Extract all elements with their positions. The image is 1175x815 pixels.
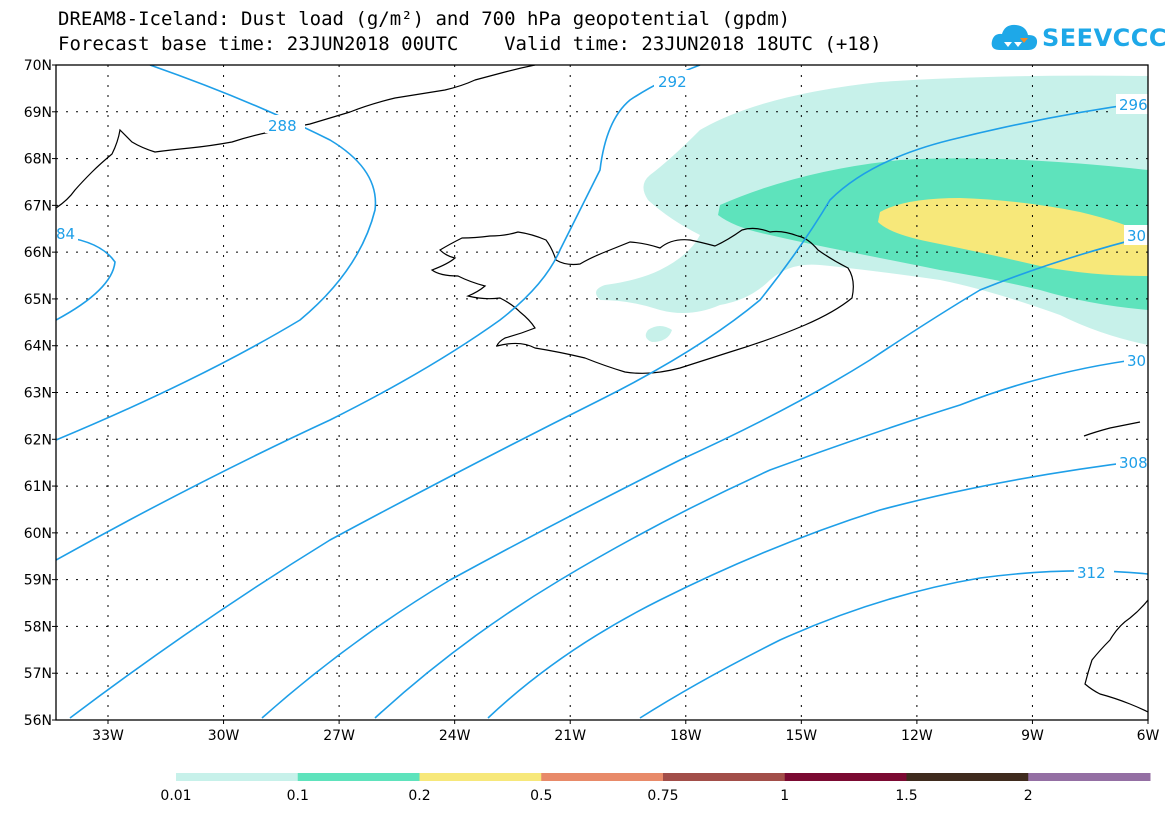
- latitude-label: 59N: [24, 573, 52, 589]
- latitude-label: 64N: [24, 339, 52, 355]
- contour-288: [56, 65, 377, 441]
- contour-label: 292: [658, 73, 687, 91]
- contour-label: 30: [1127, 352, 1146, 370]
- colorbar-segment: [419, 773, 542, 781]
- longitude-label: 24W: [439, 728, 471, 744]
- colorbar-label: 0.01: [160, 788, 191, 804]
- contour-label: 308: [1119, 454, 1148, 472]
- latitude-label: 61N: [24, 479, 52, 495]
- map-title-line2: Forecast base time: 23JUN2018 00UTC Vali…: [58, 33, 882, 55]
- contour-300: [261, 235, 1148, 719]
- contour-308: [487, 459, 1148, 719]
- seevccc-logo: SEEVCCC: [990, 18, 1167, 58]
- longitude-label: 15W: [785, 728, 817, 744]
- contour-304: [374, 357, 1148, 719]
- contour-label: 84: [56, 225, 75, 243]
- map-title-line1: DREAM8-Iceland: Dust load (g/m²) and 700…: [58, 8, 791, 30]
- latitude-label: 62N: [24, 432, 52, 448]
- greenland-coastline: [56, 65, 536, 209]
- longitude-label: 27W: [323, 728, 355, 744]
- longitude-label: 12W: [901, 728, 933, 744]
- norway-coastline: [1083, 421, 1148, 713]
- colorbar-label: 0.75: [647, 788, 678, 804]
- contour-labels: 84 288 292 296 30 30 308 312: [56, 73, 1148, 582]
- latitude-label: 65N: [24, 292, 52, 308]
- colorbar-label: 2: [1024, 788, 1033, 804]
- longitude-label: 33W: [92, 728, 124, 744]
- contour-label: 288: [268, 117, 297, 135]
- colorbar-legend: 0.01 0.1 0.2 0.5 0.75 1 1.5 2: [160, 773, 1151, 804]
- colorbar-label: 1.5: [895, 788, 917, 804]
- colorbar-segment: [784, 773, 907, 781]
- colorbar-segment: [297, 773, 420, 781]
- latitude-label: 58N: [24, 619, 52, 635]
- colorbar-label: 1: [780, 788, 789, 804]
- colorbar-segment: [663, 773, 786, 781]
- colorbar-segment: [906, 773, 1029, 781]
- latitude-label: 69N: [24, 105, 52, 121]
- latitude-label: 67N: [24, 198, 52, 214]
- longitude-label: 6W: [1137, 728, 1160, 744]
- cloud-icon: [991, 24, 1038, 50]
- contour-312: [639, 570, 1148, 719]
- colorbar-label: 0.5: [530, 788, 552, 804]
- latitude-label: 66N: [24, 245, 52, 261]
- contour-292-a: [56, 65, 701, 561]
- dust-shading: [596, 75, 1148, 345]
- latitude-label: 60N: [24, 526, 52, 542]
- longitude-label: 9W: [1021, 728, 1044, 744]
- logo-text: SEEVCCC: [1042, 24, 1167, 52]
- colorbar-segment: [1028, 773, 1151, 781]
- latitude-label: 70N: [24, 58, 52, 74]
- colorbar-segment: [176, 773, 299, 781]
- colorbar-label: 0.1: [287, 788, 309, 804]
- contour-284: [56, 235, 116, 321]
- colorbar-segment: [541, 773, 664, 781]
- latitude-label: 57N: [24, 666, 52, 682]
- iceland-coastline: [430, 227, 854, 374]
- axis-ticks: [52, 64, 1149, 724]
- contour-label: 296: [1119, 96, 1148, 114]
- latitude-label: 63N: [24, 386, 52, 402]
- dust-area-0.01-patch: [645, 326, 672, 342]
- longitude-label: 21W: [554, 728, 586, 744]
- colorbar-label: 0.2: [408, 788, 430, 804]
- latitude-labels: 70N 69N 68N 67N 66N 65N 64N 63N 62N 61N 60N 59N 58N 5…: [24, 58, 52, 729]
- geopotential-contours: [56, 65, 1148, 719]
- longitude-labels: 33W 30W 27W 24W 21W 18W 15W 12W 9W 6W: [92, 728, 1159, 744]
- longitude-label: 30W: [208, 728, 240, 744]
- latitude-label: 68N: [24, 152, 52, 168]
- contour-label: 312: [1077, 564, 1106, 582]
- contour-label: 30: [1127, 227, 1146, 245]
- contour-296: [69, 101, 1148, 719]
- dust-area-0.2: [878, 198, 1148, 276]
- latitude-label: 56N: [24, 713, 52, 729]
- longitude-label: 18W: [670, 728, 702, 744]
